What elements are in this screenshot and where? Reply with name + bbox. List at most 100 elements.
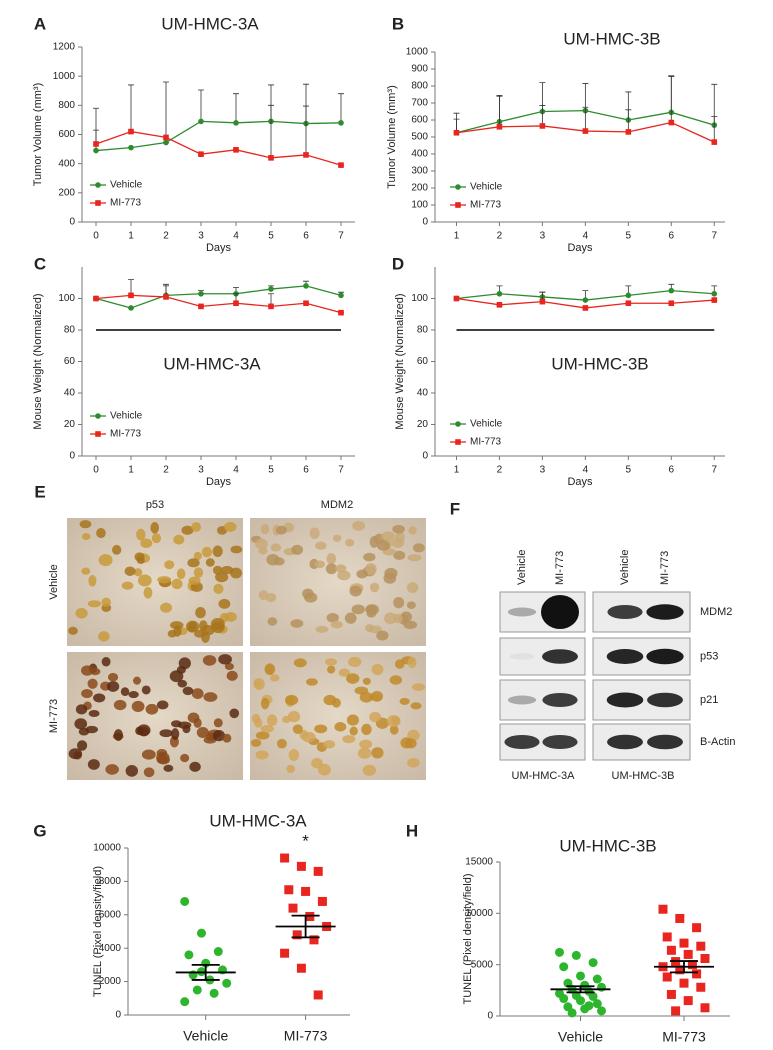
data-point [597, 982, 606, 992]
nucleus [270, 543, 282, 552]
data-point [625, 292, 632, 299]
legend-marker [455, 184, 461, 190]
nucleus [223, 521, 237, 532]
legend-label: MI-773 [110, 429, 142, 440]
y-tick-label: 100 [58, 293, 75, 304]
nucleus [381, 531, 395, 541]
nucleus [287, 710, 301, 723]
nucleus [229, 708, 240, 719]
nucleus [106, 681, 120, 692]
nucleus [171, 578, 183, 590]
nucleus [411, 683, 426, 692]
data-point [233, 300, 239, 307]
x-tick-label: 4 [233, 465, 239, 476]
error-bar [496, 95, 503, 127]
data-point [668, 287, 675, 294]
nucleus [173, 534, 185, 545]
error-bar [582, 83, 589, 111]
x-tick-label: 1 [454, 231, 460, 242]
lane-label: MI-773 [659, 551, 671, 585]
data-point [588, 991, 598, 1001]
blot-band [507, 695, 537, 705]
series-line [95, 120, 342, 152]
nucleus [351, 604, 366, 615]
data-point [582, 297, 589, 303]
error-bar [163, 81, 169, 138]
data-point [576, 996, 585, 1006]
nucleus [212, 545, 223, 558]
nucleus [213, 718, 223, 728]
nucleus [255, 538, 268, 550]
data-point [679, 978, 689, 988]
blot-band [647, 734, 683, 750]
data-point [93, 295, 99, 302]
data-point [128, 305, 134, 311]
nucleus [226, 670, 238, 681]
data-point [668, 119, 675, 126]
nucleus [359, 739, 373, 749]
nucleus [180, 753, 190, 763]
micrograph [67, 652, 243, 780]
x-tick-label: 7 [338, 465, 344, 476]
chart-title: UM-HMC-3B [563, 29, 660, 48]
nucleus [177, 679, 188, 688]
blot-band [504, 735, 540, 749]
nucleus [255, 750, 269, 760]
nucleus [210, 618, 225, 630]
data-point [700, 1003, 710, 1013]
x-tick-label: 7 [711, 231, 717, 242]
data-point [303, 152, 309, 158]
protein-label: p21 [700, 694, 718, 706]
micrograph [67, 518, 243, 646]
data-point [700, 954, 710, 964]
nucleus [332, 534, 342, 542]
y-tick-label: 600 [58, 129, 75, 140]
legend-label: Vehicle [110, 180, 143, 191]
x-tick-label: 4 [233, 231, 239, 242]
nucleus [384, 612, 397, 625]
legend-label: Vehicle [470, 182, 503, 193]
nucleus [143, 586, 153, 599]
data-point [496, 124, 503, 130]
blot-band [607, 605, 643, 619]
nucleus [113, 729, 123, 741]
nucleus [255, 731, 270, 740]
panel-label: B [392, 14, 404, 33]
x-axis-label: Days [206, 242, 232, 254]
nucleus [334, 722, 347, 732]
x-tick-label: 3 [540, 465, 546, 476]
nucleus [81, 688, 93, 699]
nucleus [176, 665, 186, 674]
blot-band [509, 653, 535, 660]
y-tick-label: 400 [411, 149, 428, 160]
data-point [662, 932, 672, 942]
x-tick-label: 4 [583, 465, 589, 476]
y-axis-label: Tumor Volume (mm³) [32, 83, 44, 187]
nucleus [376, 630, 389, 641]
x-tick-label: Vehicle [183, 1028, 228, 1044]
data-point [453, 129, 460, 136]
y-tick-label: 300 [411, 166, 428, 177]
nucleus [200, 631, 210, 643]
nucleus [267, 617, 278, 626]
y-tick-label: 400 [58, 158, 75, 169]
nucleus [311, 757, 323, 769]
y-tick-label: 500 [411, 132, 428, 143]
blot-band [607, 734, 643, 750]
x-tick-label: 6 [669, 231, 675, 242]
y-tick-label: 10000 [465, 908, 493, 919]
data-point [93, 141, 99, 147]
panel-label: H [406, 821, 418, 840]
nucleus [113, 699, 127, 711]
nucleus [393, 597, 405, 609]
nucleus [338, 668, 351, 677]
nucleus [286, 764, 295, 774]
x-tick-label: 1 [128, 231, 134, 242]
nucleus [77, 740, 88, 751]
data-point [338, 309, 344, 316]
y-tick-label: 200 [411, 183, 428, 194]
nucleus [356, 569, 368, 579]
y-tick-label: 2000 [99, 976, 122, 987]
nucleus [314, 560, 326, 569]
nucleus [315, 625, 329, 633]
